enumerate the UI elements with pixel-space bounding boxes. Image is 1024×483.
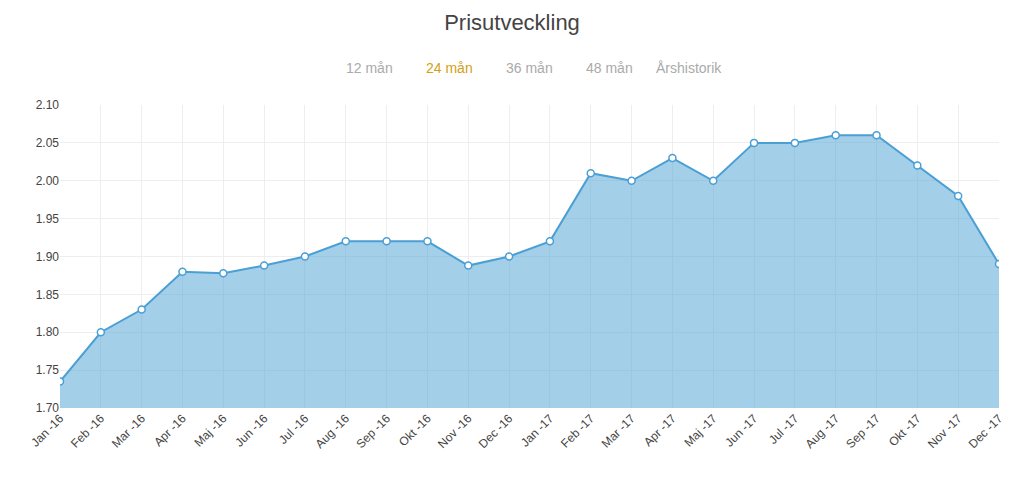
svg-text:Apr -17: Apr -17	[641, 411, 679, 449]
svg-text:Jun -17: Jun -17	[722, 411, 760, 449]
svg-text:Maj -16: Maj -16	[191, 411, 229, 449]
svg-text:1.95: 1.95	[36, 212, 60, 226]
svg-text:Sep -16: Sep -16	[353, 411, 393, 451]
svg-text:Jul -17: Jul -17	[766, 411, 802, 447]
svg-text:2.05: 2.05	[36, 136, 60, 150]
svg-text:48 mån: 48 mån	[586, 60, 633, 76]
svg-text:Okt -17: Okt -17	[886, 411, 924, 449]
svg-text:36 mån: 36 mån	[506, 60, 553, 76]
svg-text:1.80: 1.80	[36, 325, 60, 339]
svg-text:Nov -17: Nov -17	[925, 411, 965, 451]
svg-text:Okt -16: Okt -16	[396, 411, 434, 449]
svg-text:Jun -16: Jun -16	[232, 411, 270, 449]
svg-text:Aug -17: Aug -17	[802, 411, 842, 451]
svg-text:Årshistorik: Årshistorik	[656, 60, 722, 76]
svg-text:Prisutveckling: Prisutveckling	[444, 10, 580, 35]
svg-text:2.10: 2.10	[36, 98, 60, 112]
svg-text:Dec -16: Dec -16	[476, 411, 516, 451]
svg-text:Maj -17: Maj -17	[681, 411, 719, 449]
svg-text:Feb -16: Feb -16	[68, 411, 107, 450]
svg-text:Apr -16: Apr -16	[151, 411, 189, 449]
svg-text:Jul -16: Jul -16	[276, 411, 312, 447]
svg-text:Sep -17: Sep -17	[843, 411, 883, 451]
svg-text:Jan -17: Jan -17	[518, 411, 556, 449]
svg-text:Jan -16: Jan -16	[28, 411, 66, 449]
svg-text:Dec -17: Dec -17	[966, 411, 1006, 451]
svg-text:Aug -16: Aug -16	[313, 411, 353, 451]
svg-text:2.00: 2.00	[36, 174, 60, 188]
svg-text:Feb -17: Feb -17	[558, 411, 597, 450]
svg-text:Mar -17: Mar -17	[599, 411, 638, 450]
svg-text:24 mån: 24 mån	[426, 60, 473, 76]
svg-text:1.90: 1.90	[36, 250, 60, 264]
svg-text:1.70: 1.70	[36, 401, 60, 415]
svg-text:12 mån: 12 mån	[346, 60, 393, 76]
svg-text:Nov -16: Nov -16	[435, 411, 475, 451]
svg-text:1.75: 1.75	[36, 363, 60, 377]
svg-text:Mar -16: Mar -16	[109, 411, 148, 450]
svg-text:1.85: 1.85	[36, 288, 60, 302]
